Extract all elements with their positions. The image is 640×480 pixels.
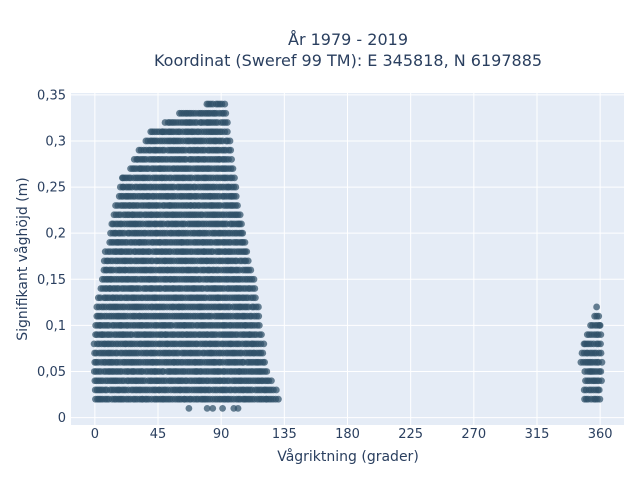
data-point bbox=[228, 156, 235, 163]
data-point bbox=[234, 202, 241, 209]
y-tick-label: 0,25 bbox=[37, 181, 66, 196]
data-point bbox=[597, 340, 604, 348]
x-tick-label: 90 bbox=[213, 427, 230, 442]
data-point bbox=[255, 322, 263, 329]
y-axis-title: Signifikant våghöjd (m) bbox=[14, 177, 31, 340]
chart-title-line1: År 1979 - 2019 bbox=[288, 30, 408, 49]
data-point bbox=[247, 266, 255, 274]
data-point bbox=[232, 183, 240, 191]
data-point bbox=[272, 386, 280, 394]
data-point bbox=[598, 377, 605, 385]
x-axis-title: Vågriktning (grader) bbox=[277, 448, 419, 465]
data-point bbox=[221, 100, 229, 108]
x-tick-label: 270 bbox=[461, 427, 486, 442]
y-tick-label: 0,1 bbox=[45, 319, 66, 334]
data-point bbox=[241, 239, 249, 246]
data-point bbox=[119, 174, 127, 182]
data-point bbox=[158, 128, 166, 136]
data-point bbox=[226, 137, 234, 145]
data-point bbox=[236, 211, 244, 219]
x-tick-label: 135 bbox=[272, 427, 297, 442]
data-point bbox=[161, 119, 169, 126]
data-point bbox=[223, 128, 231, 136]
data-point bbox=[232, 192, 240, 200]
data-point bbox=[596, 395, 604, 403]
data-point bbox=[597, 331, 605, 339]
y-tick-label: 0 bbox=[58, 411, 66, 426]
data-point bbox=[596, 322, 604, 329]
data-point bbox=[227, 146, 235, 154]
data-point bbox=[238, 220, 245, 228]
x-tick-label: 225 bbox=[398, 427, 423, 442]
data-point bbox=[263, 368, 271, 375]
data-point bbox=[231, 174, 238, 182]
y-tick-label: 0,05 bbox=[37, 365, 66, 380]
data-point bbox=[243, 248, 251, 256]
data-point bbox=[252, 294, 259, 302]
data-point bbox=[239, 229, 247, 237]
data-point bbox=[222, 109, 230, 117]
data-point bbox=[597, 349, 605, 357]
data-point bbox=[219, 405, 226, 412]
data-point bbox=[595, 386, 603, 394]
data-point bbox=[203, 405, 211, 412]
data-point bbox=[255, 303, 262, 311]
x-tick-label: 0 bbox=[91, 427, 99, 442]
x-tick-label: 45 bbox=[150, 427, 167, 442]
data-point bbox=[229, 165, 237, 173]
y-tick-label: 0,2 bbox=[45, 227, 66, 242]
data-point bbox=[275, 395, 282, 403]
data-point bbox=[250, 275, 258, 283]
data-point bbox=[251, 285, 259, 292]
data-point bbox=[234, 405, 242, 412]
x-tick-labels: 0 45 90 135 180 225 270 315 360 bbox=[91, 427, 613, 442]
data-point bbox=[268, 377, 275, 385]
data-point bbox=[261, 358, 268, 366]
chart-title-line2: Koordinat (Sweref 99 TM): E 345818, N 61… bbox=[154, 51, 542, 70]
data-points bbox=[90, 100, 606, 412]
y-tick-label: 0,3 bbox=[45, 134, 66, 149]
data-point bbox=[598, 358, 606, 366]
data-point bbox=[260, 340, 268, 348]
y-tick-labels: 0 0,05 0,1 0,15 0,2 0,25 0,3 0,35 bbox=[37, 88, 66, 426]
x-tick-label: 315 bbox=[525, 427, 550, 442]
y-tick-label: 0,15 bbox=[37, 273, 66, 288]
data-point bbox=[597, 368, 605, 375]
data-point bbox=[595, 312, 603, 320]
x-tick-label: 360 bbox=[588, 427, 613, 442]
data-point bbox=[255, 312, 263, 320]
data-point bbox=[593, 303, 601, 311]
data-point bbox=[259, 349, 267, 357]
data-point bbox=[223, 119, 231, 126]
data-point bbox=[185, 405, 193, 412]
data-point bbox=[244, 257, 252, 265]
x-tick-label: 180 bbox=[335, 427, 360, 442]
data-point bbox=[258, 331, 265, 339]
data-point bbox=[209, 405, 217, 412]
y-tick-label: 0,35 bbox=[37, 88, 66, 103]
